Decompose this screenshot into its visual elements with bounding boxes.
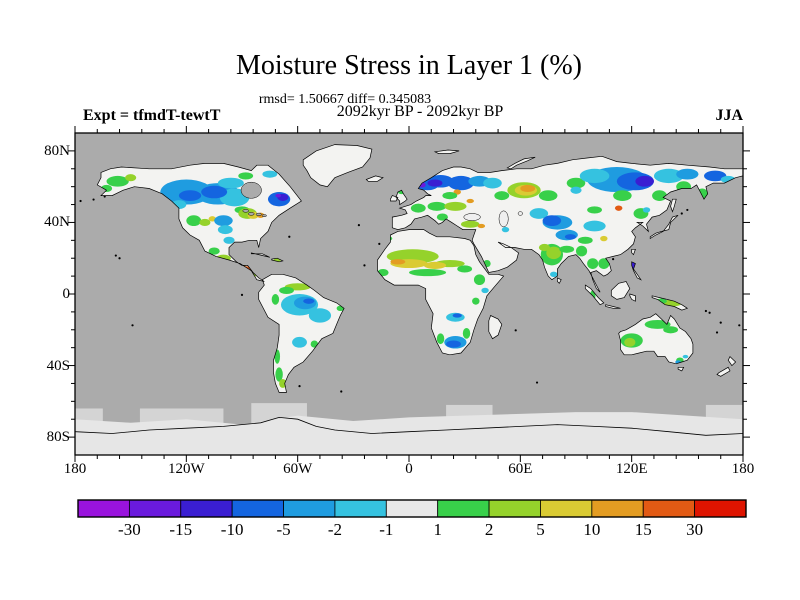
colorbar-tick-label: 5 xyxy=(536,520,545,539)
colorbar xyxy=(77,499,747,518)
anomaly-patches xyxy=(100,166,736,388)
colorbar-tick-label: -2 xyxy=(327,520,342,539)
colorbar-tick-label: 15 xyxy=(634,520,652,539)
colorbar-tick-label: 10 xyxy=(583,520,601,539)
coastlines xyxy=(96,144,744,393)
colorbar-tick-label: 30 xyxy=(686,520,704,539)
colorbar-tick-label: -5 xyxy=(276,520,291,539)
x-tick-label: 180 xyxy=(731,461,755,477)
x-tick-label: 180 xyxy=(63,461,87,477)
colorbar-tick-label: -15 xyxy=(169,520,193,539)
x-tick-label: 120W xyxy=(167,461,205,477)
experiment-label: Expt = tfmdT-tewtT xyxy=(83,107,221,124)
x-tick-label: 60W xyxy=(283,461,313,477)
x-tick-label: 0 xyxy=(405,461,413,477)
lakes-and-seas xyxy=(240,181,523,228)
antarctica xyxy=(74,403,744,455)
colorbar-tick-label: -30 xyxy=(118,520,141,539)
y-tick-label: 80N xyxy=(44,142,70,159)
plot-title: Moisture Stress in Layer 1 (%) xyxy=(235,50,583,81)
period-line: 2092kyr BP - 2092kyr BP xyxy=(336,103,504,120)
x-tick-label: 60E xyxy=(508,461,533,477)
colorbar-tick-label: 1 xyxy=(433,520,442,539)
y-tick-label: 40N xyxy=(44,214,70,231)
x-tick-label: 120E xyxy=(615,461,648,477)
colorbar-tick-label: -1 xyxy=(379,520,394,539)
season-label: JJA xyxy=(715,107,743,124)
y-tick-label: 40S xyxy=(46,357,70,374)
y-tick-label: 80S xyxy=(46,429,70,446)
stats-line: rmsd= 1.50667 diff= 0.345083 xyxy=(258,92,432,107)
axis-ticks xyxy=(68,126,750,462)
colorbar-tick-label: 2 xyxy=(484,520,494,539)
y-tick-label: 0 xyxy=(62,286,71,302)
island-dots xyxy=(79,195,741,393)
colorbar-tick-label: -10 xyxy=(220,520,244,539)
